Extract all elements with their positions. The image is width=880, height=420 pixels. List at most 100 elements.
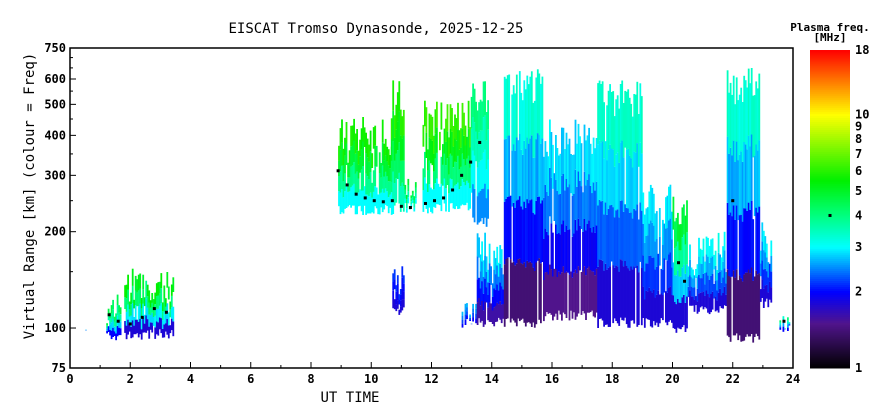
echo-cell: [494, 290, 497, 306]
echo-cell: [732, 140, 735, 206]
echo-cell: [625, 266, 628, 325]
echo-cell: [624, 90, 627, 148]
echo-cell: [338, 191, 340, 207]
echo-cell: [497, 262, 500, 277]
echo-cell: [170, 307, 173, 319]
echo-cell: [488, 243, 491, 264]
echo-cell: [387, 165, 390, 182]
echo-cell: [675, 246, 678, 276]
echo-cell: [125, 325, 128, 340]
echo-cell: [396, 92, 399, 122]
echo-cell: [689, 275, 691, 291]
echo-cell: [642, 192, 645, 224]
echo-cell: [161, 320, 164, 329]
trace-point: [363, 196, 367, 200]
echo-cell: [430, 114, 432, 139]
echo-cell: [496, 246, 499, 266]
echo-cell: [431, 141, 434, 166]
echo-cell: [414, 198, 417, 204]
colorbar-cell: [810, 234, 850, 238]
echo-cell: [366, 157, 369, 176]
echo-cell: [402, 186, 405, 212]
y-tick-label: 750: [44, 41, 66, 55]
echo-cell: [758, 206, 761, 274]
echo-cell: [445, 188, 447, 212]
colorbar-cell: [810, 270, 850, 274]
echo-cell: [556, 276, 559, 320]
echo-cell: [506, 136, 509, 197]
echo-cell: [744, 80, 747, 145]
echo-cell: [741, 161, 744, 222]
echo-cell: [344, 155, 346, 174]
echo-cell: [583, 124, 586, 172]
trace-point: [433, 199, 437, 203]
colorbar-tick-label: 1: [855, 361, 862, 375]
echo-cell: [172, 321, 175, 337]
colorbar-cell: [810, 254, 850, 258]
echo-cell: [710, 257, 712, 276]
echo-cell: [399, 306, 402, 313]
echo-cell: [686, 264, 688, 297]
echo-cell: [524, 207, 527, 268]
echo-cell: [743, 75, 746, 142]
echo-cell: [148, 314, 151, 327]
echo-cell: [555, 135, 557, 180]
echo-cell: [372, 170, 375, 192]
echo-cell: [167, 286, 170, 300]
echo-cell: [595, 138, 598, 182]
echo-cell: [424, 151, 426, 178]
echo-cell: [526, 260, 529, 323]
colorbar-cell: [810, 149, 850, 152]
echo-cell: [136, 292, 139, 307]
echo-cell: [634, 210, 637, 269]
echo-cell: [148, 290, 151, 303]
echo-cell: [494, 306, 497, 322]
echo-cell: [106, 325, 108, 329]
echo-cell: [652, 257, 655, 290]
echo-cell: [487, 269, 489, 283]
trace-point: [469, 160, 473, 164]
echo-cell: [692, 269, 694, 279]
colorbar-cell: [810, 203, 850, 206]
echo-cell: [363, 127, 366, 147]
colorbar-cell: [810, 296, 850, 299]
echo-cell: [152, 308, 155, 317]
echo-cell: [434, 183, 437, 208]
echo-cell: [603, 214, 605, 271]
echo-cell: [518, 196, 521, 259]
echo-cell: [163, 285, 166, 299]
echo-cell: [110, 305, 113, 314]
echo-cell: [674, 302, 676, 329]
echo-cell: [493, 288, 496, 308]
colorbar-cell: [810, 308, 850, 311]
colorbar-cell: [810, 290, 850, 293]
echo-cell: [518, 71, 521, 134]
echo-cell: [532, 212, 535, 268]
echo-cell: [550, 223, 553, 270]
echo-cell: [478, 277, 480, 298]
echo-cell: [115, 333, 117, 341]
echo-cell: [756, 212, 759, 275]
echo-cell: [380, 192, 383, 208]
echo-cell: [464, 303, 467, 310]
echo-cell: [410, 201, 413, 205]
colorbar-cell: [810, 224, 850, 228]
echo-cell: [167, 312, 170, 326]
echo-cell: [586, 135, 589, 180]
echo-cell: [461, 102, 464, 129]
echo-cell: [357, 192, 360, 207]
echo-cell: [351, 185, 354, 206]
echo-cell: [476, 139, 479, 168]
colorbar-cell: [810, 244, 850, 248]
echo-cell: [448, 174, 450, 194]
echo-cell: [767, 292, 770, 308]
echo-cell: [434, 109, 437, 134]
echo-cell: [631, 116, 634, 168]
echo-cell: [118, 327, 120, 336]
echo-cell: [154, 327, 157, 339]
echo-cell: [627, 208, 630, 269]
echo-cell: [449, 129, 452, 154]
echo-cell: [386, 191, 389, 207]
echo-cell: [387, 197, 390, 214]
echo-cell: [354, 153, 357, 174]
